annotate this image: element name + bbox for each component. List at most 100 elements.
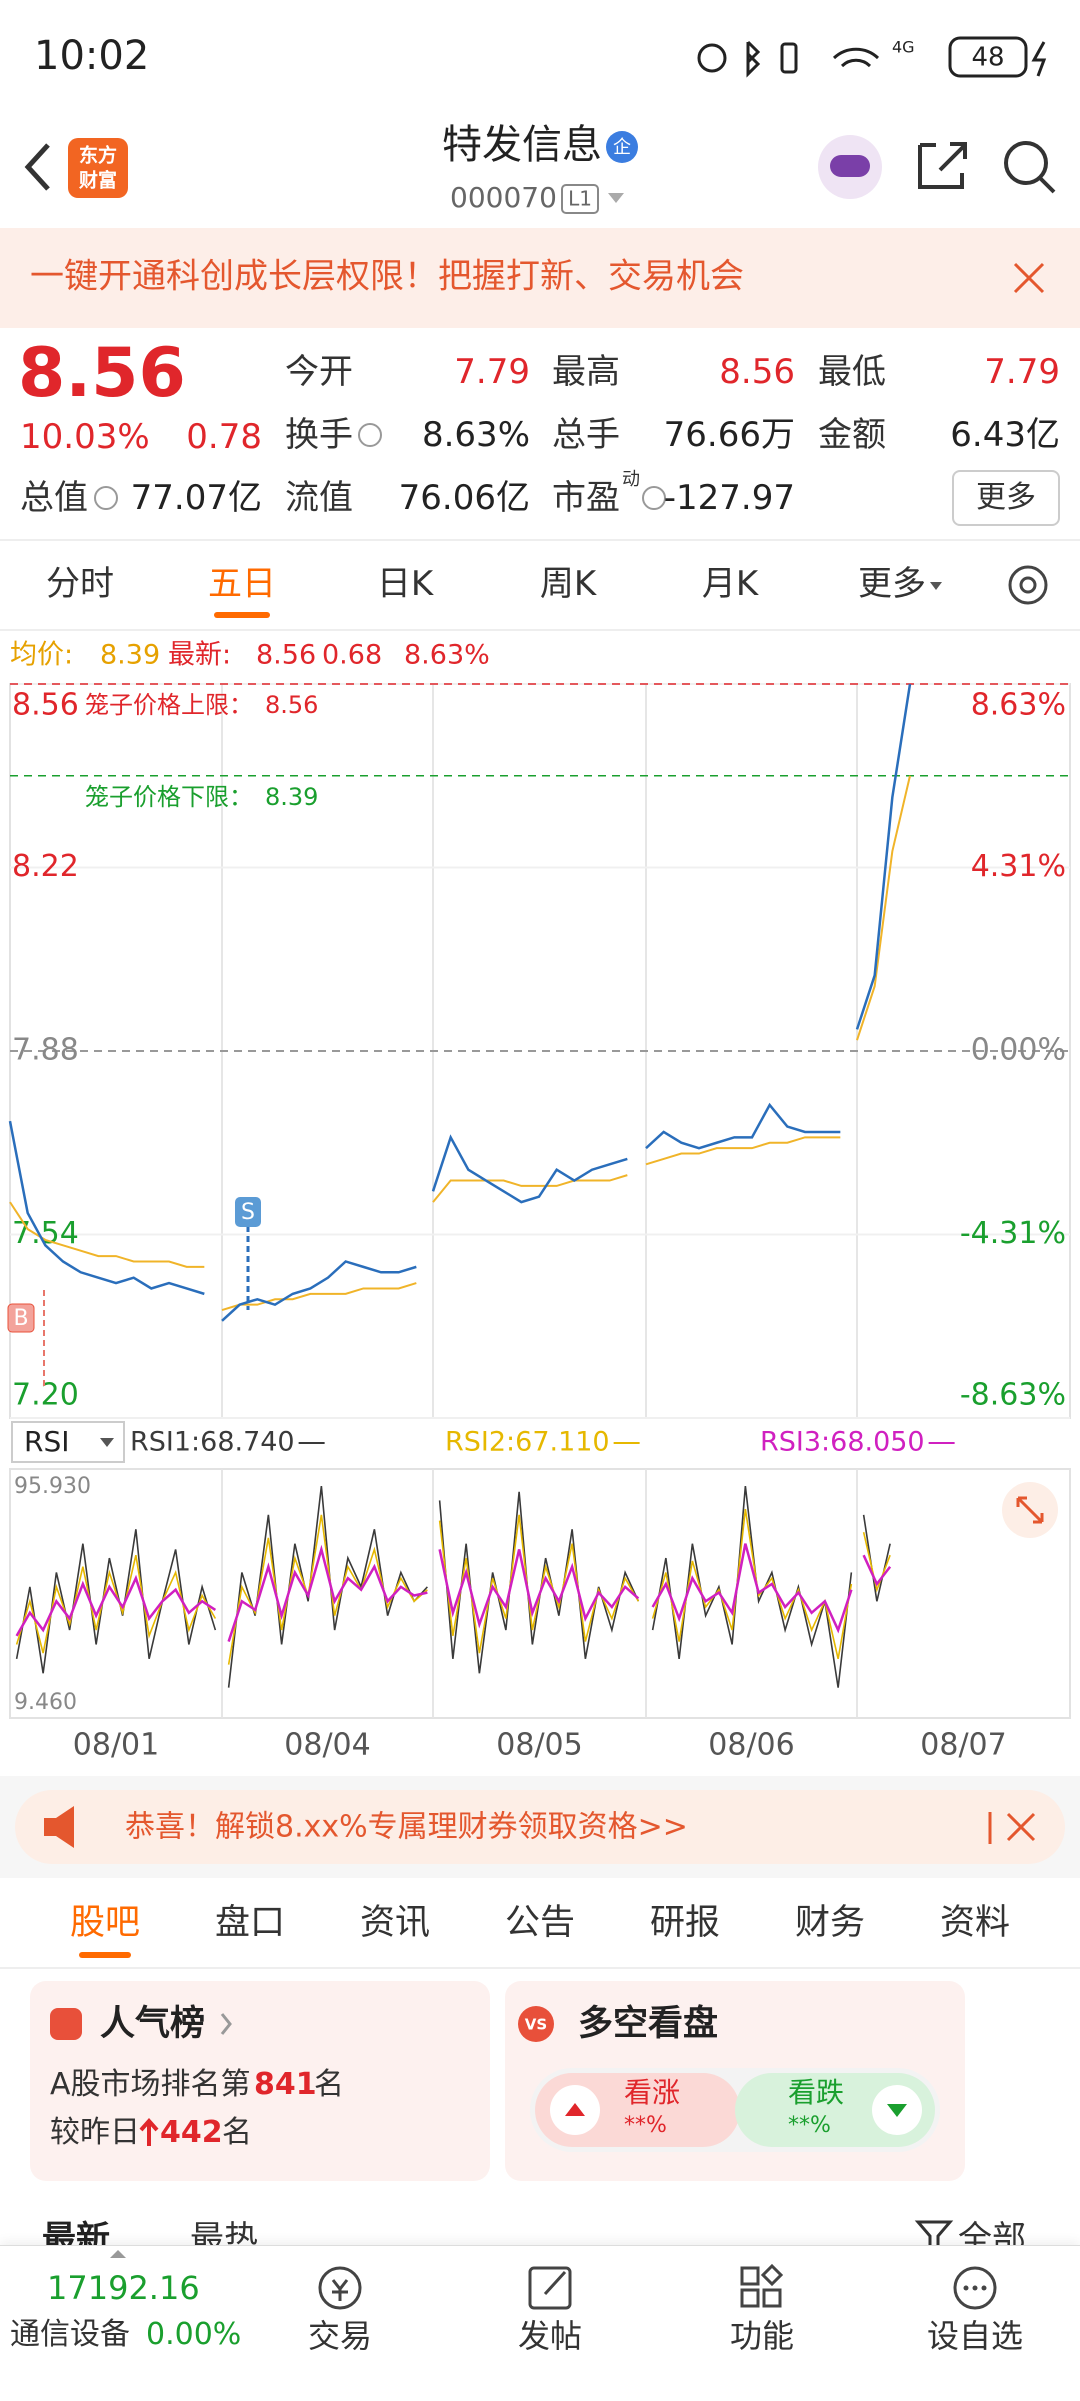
- status-time: 10:02: [34, 33, 149, 79]
- rsi-line: [227, 1544, 428, 1642]
- price-limit-label: 笼子价格上限：: [85, 691, 253, 719]
- rsi-tick-label: 9.460: [14, 1690, 77, 1715]
- chevron: [220, 2013, 232, 2035]
- index-value[interactable]: 17192.16: [47, 2269, 200, 2307]
- period-tab[interactable]: 周K: [539, 564, 597, 604]
- bottom-icons: [110, 2250, 997, 2310]
- stock-code: 000070: [450, 181, 557, 214]
- bull-value: **%: [624, 2113, 667, 2138]
- section-tab[interactable]: 资讯: [359, 1903, 430, 1943]
- x-tick-label: 08/05: [496, 1728, 582, 1763]
- sell-marker: [235, 1197, 261, 1227]
- field-value: -127.97: [663, 478, 795, 518]
- period-tab[interactable]: 五日: [208, 564, 276, 604]
- field-value: 77.07亿: [130, 478, 262, 518]
- bull-arrow: [565, 2103, 585, 2116]
- y2-tick-label: 8.63%: [971, 688, 1066, 723]
- price-limit-label: 笼子价格下限：: [85, 783, 253, 811]
- more-button[interactable]: 更多: [952, 470, 1060, 526]
- card-change: 442: [160, 2115, 223, 2150]
- bottom-nav-item[interactable]: 功能: [729, 2317, 794, 2355]
- bottom-nav-item[interactable]: 设自选: [926, 2317, 1023, 2355]
- rsi-line: [651, 1485, 853, 1688]
- level: L1: [568, 187, 592, 211]
- settings-button[interactable]: [1008, 565, 1048, 605]
- bottom-nav-item[interactable]: 发帖: [517, 2317, 582, 2355]
- section-underline: [79, 1952, 131, 1958]
- info-item: 均价:: [10, 640, 73, 671]
- rsi-tick-label: 95.930: [14, 1474, 91, 1499]
- back-button[interactable]: [24, 143, 50, 191]
- x-tick-label: 08/01: [73, 1728, 159, 1763]
- field-label: 市盈: [552, 478, 620, 518]
- promo-icon: [44, 1806, 74, 1848]
- banner-close[interactable]: [1013, 262, 1045, 294]
- price-limit-value: 8.56: [265, 691, 318, 719]
- price-line: [221, 1260, 417, 1322]
- bottom-bar: 17192.16 通信设备 0.00% 交易 发帖 功能 设自选: [0, 2245, 1080, 2401]
- app-logo: [68, 138, 128, 198]
- field-label: 总值: [20, 478, 88, 518]
- section-tab[interactable]: 研报: [649, 1903, 720, 1943]
- x-tick-label: 08/07: [920, 1728, 1006, 1763]
- rsi-legend: RSI2:67.110: [445, 1427, 610, 1458]
- indicator-name: RSI: [24, 1425, 70, 1458]
- y2-tick-label: 0.00%: [971, 1033, 1066, 1068]
- logo-text: 东方: [79, 144, 117, 167]
- field-value: 8.56: [719, 352, 795, 392]
- popularity-card[interactable]: [30, 1981, 490, 2181]
- promo-text[interactable]: 恭喜！解锁8.xx%专属理财券领取资格>>: [125, 1810, 688, 1845]
- field-label-sup: 动: [622, 469, 640, 490]
- field-value: 6.43亿: [950, 415, 1060, 455]
- search-button[interactable]: [1004, 141, 1056, 194]
- section-tab[interactable]: 财务: [794, 1903, 865, 1943]
- status-network: 4G: [892, 38, 915, 57]
- banner-text[interactable]: 一键开通科创成长层权限！把握打新、交易机会: [30, 257, 744, 297]
- sell-marker-text: S: [241, 1200, 255, 1225]
- battery-level: 48: [971, 43, 1004, 73]
- battery: [948, 36, 1028, 78]
- expand-icon: [1016, 1496, 1044, 1524]
- badge-text: 企: [613, 137, 631, 158]
- info-item: 8.56: [256, 640, 316, 671]
- field-value: 76.66万: [663, 415, 795, 455]
- avatar-visor: [830, 155, 870, 177]
- section-tab[interactable]: 资料: [939, 1903, 1010, 1943]
- field-label: 金额: [818, 415, 886, 455]
- rsi-legend: RSI1:68.740: [130, 1427, 295, 1458]
- sentiment-icon: [518, 2006, 554, 2042]
- bottom-nav-item[interactable]: 交易: [307, 2317, 372, 2355]
- period-tab[interactable]: 日K: [376, 564, 434, 604]
- sentiment-icon-text: VS: [525, 2016, 547, 2034]
- period-tab[interactable]: 分时: [46, 564, 114, 604]
- period-tab[interactable]: 月K: [701, 564, 759, 604]
- section-tab[interactable]: 股吧: [69, 1903, 140, 1943]
- y2-tick-label: -4.31%: [960, 1216, 1066, 1251]
- promo-close[interactable]: [988, 1812, 1036, 1844]
- card-text: 名: [314, 2067, 344, 2102]
- indicator-selector[interactable]: [11, 1421, 125, 1463]
- bull-label: 看涨: [624, 2076, 681, 2109]
- price-line: [8, 1120, 205, 1296]
- field-label: 今开: [285, 352, 353, 392]
- popularity-icon: [50, 2008, 82, 2040]
- share-button[interactable]: [918, 142, 967, 189]
- info-item: 最新:: [168, 640, 231, 671]
- buy-marker-text: B: [13, 1306, 28, 1331]
- bear-value: **%: [788, 2113, 831, 2138]
- section-tab[interactable]: 盘口: [214, 1903, 285, 1943]
- buy-marker: [7, 1303, 35, 1333]
- y-tick-label: 8.56: [12, 688, 79, 723]
- info-item: 8.39: [100, 640, 160, 671]
- section-tab[interactable]: 公告: [504, 1903, 575, 1943]
- y2-tick-label: 4.31%: [971, 849, 1066, 884]
- price-limit-value: 8.39: [265, 783, 318, 811]
- y-tick-label: 7.20: [12, 1378, 79, 1413]
- info-icons: [94, 423, 666, 510]
- field-value: 76.06亿: [398, 478, 530, 518]
- period-tab[interactable]: 更多: [858, 564, 926, 604]
- card-text: 较昨日: [50, 2115, 140, 2150]
- rsi-line: [862, 1531, 891, 1593]
- stock-name: 特发信息: [442, 122, 602, 168]
